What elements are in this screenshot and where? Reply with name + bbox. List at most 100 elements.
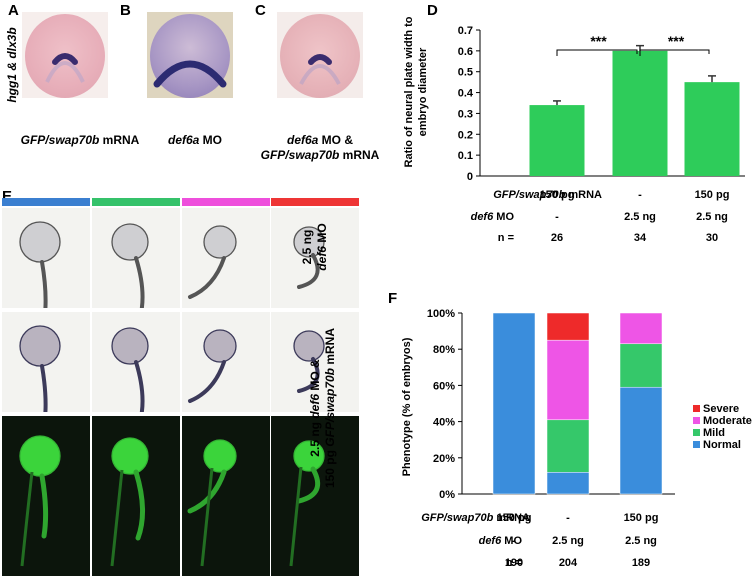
chart-f-bar-segment-mild	[619, 343, 663, 388]
table-d-cell: 150 pg	[694, 189, 730, 201]
chart-f-bar-segment-moderate	[619, 312, 663, 345]
chart-d-y-tick-label: 0.7	[458, 25, 473, 37]
chart-f-bar-segment-mild	[546, 419, 590, 473]
embryo-tail	[40, 260, 48, 308]
chart-f-legend-swatch	[693, 429, 700, 436]
chart-d-significance-bracket	[639, 49, 710, 56]
panel-label-c: C	[255, 2, 266, 19]
panel-e-color-key	[182, 198, 270, 206]
chart-f-bar-segment-normal	[619, 386, 663, 495]
table-d-cell: 30	[705, 232, 719, 244]
embryo-image-b	[147, 12, 233, 98]
table-d-row1-label: GFP/swap70b mRNA	[493, 189, 602, 201]
panel-e-row1-label: 2.5 ng def6 MO	[300, 223, 329, 271]
embryo-row-rescue-brightfield	[182, 312, 270, 412]
embryo-tail	[40, 364, 48, 412]
table-f-row1-label: GFP/swap70b mRNA	[421, 512, 530, 524]
table-f-cell: 150 pg	[623, 512, 659, 524]
chart-f-bar-segment-moderate	[546, 339, 590, 421]
embryo-image-a	[22, 12, 108, 98]
chart-d-y-label-2: embryo diameter	[417, 47, 429, 136]
embryo-yolk	[19, 221, 61, 263]
embryo-row-morphant	[271, 208, 359, 308]
table-d-row3-label: n =	[497, 232, 514, 244]
table-f-cell: -	[566, 512, 570, 524]
panel-e-row2-label: 2.5 ng def6 MO & 150 pg GFP/swap70b mRNA	[308, 327, 337, 489]
chart-d-y-tick-label: 0.4	[458, 88, 474, 100]
chart-f-y-label: Phenotype (% of embryos)	[401, 337, 413, 476]
chart-d-y-tick-label: 0.2	[458, 129, 473, 141]
embryo-yolk	[203, 439, 237, 473]
panel-label-f: F	[388, 290, 398, 307]
embryo-yolk	[19, 325, 61, 367]
embryo-tail	[134, 360, 145, 412]
embryo-yolk	[111, 327, 149, 365]
chart-f-y-tick-label: 100%	[427, 308, 455, 320]
panel-label-a: A	[8, 2, 19, 19]
chart-f-legend-label: Normal	[703, 439, 741, 451]
embryo-yolk	[19, 435, 61, 477]
embryo-yolk	[203, 225, 237, 259]
chart-f-y-tick-label: 40%	[433, 417, 455, 429]
embryo-tail-glow	[110, 469, 124, 567]
table-f-cell: 2.5 ng	[625, 535, 657, 547]
embryo-yolk	[203, 329, 237, 363]
panel-e-color-key	[92, 198, 180, 206]
table-d-cell: 2.5 ng	[696, 211, 728, 223]
table-f-cell: 2.5 ng	[552, 535, 584, 547]
embryo-row-rescue-brightfield	[271, 312, 359, 412]
chart-d-y-tick-label: 0.1	[458, 150, 473, 162]
chart-f: 0% 20% 40% 60% 80% 100% SevereModerateMildNorm…	[401, 308, 752, 501]
embryo-tail	[134, 256, 145, 308]
chart-d: 0 0.1 0.2 0.3 0.4 0.5 0.6 0.7 *** *** Ratio of ne…	[403, 16, 745, 183]
panel-label-b: B	[120, 2, 131, 19]
embryo-row-rescue-gfp	[2, 416, 90, 576]
chart-d-y-tick-label: 0.5	[458, 67, 473, 79]
chart-f-y-tick-label: 60%	[433, 380, 455, 392]
chart-f-y-tick-label: 20%	[433, 453, 455, 465]
chart-f-legend-swatch	[693, 405, 700, 412]
table-d-cell: 150 pg	[539, 189, 575, 201]
panel-e-color-key	[271, 198, 359, 206]
embryo-image-c	[277, 12, 363, 98]
table-d-cell: 2.5 ng	[624, 211, 656, 223]
table-d-cell: 34	[633, 232, 647, 244]
panel-a-caption: GFP/swap70b mRNA	[20, 133, 140, 147]
chart-d-significance-label: ***	[590, 33, 607, 49]
chart-f-bar-segment-normal	[546, 472, 590, 495]
embryo-tail-glow	[289, 466, 303, 567]
embryo-row-morphant	[92, 208, 180, 308]
chart-f-bar-segment-severe	[546, 312, 590, 341]
embryo-row-rescue-brightfield	[2, 312, 90, 412]
chart-d-y-tick-label: 0.3	[458, 108, 473, 120]
chart-f-bar-segment-normal	[492, 312, 536, 495]
embryo-yolk	[111, 437, 149, 475]
embryo-yolk	[293, 330, 325, 362]
chart-d-y-tick-label: 0.6	[458, 46, 473, 58]
panel-label-e: E	[2, 188, 13, 205]
table-d-cell: -	[555, 211, 559, 223]
embryo-row-rescue-gfp	[92, 416, 180, 576]
table-d-row2-label: def6 MO	[470, 211, 514, 223]
table-d-cell: 26	[550, 232, 564, 244]
chart-f-legend-swatch	[693, 417, 700, 424]
chart-f-legend-label: Moderate	[703, 415, 752, 427]
chart-f-y-tick-label: 0%	[439, 489, 455, 501]
chart-d-bar	[612, 50, 668, 176]
embryo-row-rescue-gfp	[182, 416, 270, 576]
embryo-yolk	[293, 226, 325, 258]
table-f-cell: 190	[504, 557, 524, 569]
panel-a-y-label: hgg1 & dlx3b	[5, 27, 19, 103]
chart-f-legend-label: Severe	[703, 403, 739, 415]
chart-d-bar	[684, 82, 740, 176]
embryo-tail	[297, 357, 320, 393]
embryo-yolk	[293, 440, 325, 472]
embryo-tail	[296, 466, 321, 504]
chart-d-bar	[529, 105, 585, 176]
chart-d-significance-label: ***	[668, 33, 685, 49]
embryo-tail-glow	[20, 471, 34, 567]
panel-c-caption: def6a MO & GFP/swap70b mRNA	[260, 133, 380, 162]
chart-d-significance-bracket	[556, 49, 638, 56]
panel-b-caption: def6a MO	[167, 133, 223, 147]
table-f-cell: 189	[631, 557, 651, 569]
